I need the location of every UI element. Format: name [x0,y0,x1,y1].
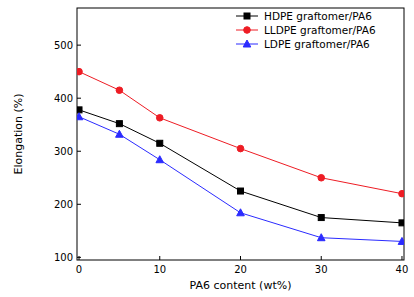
data-point [237,209,245,216]
x-tick-label: 20 [234,264,247,275]
x-axis-title: PA6 content (wt%) [190,279,292,292]
x-tick-label: 30 [315,264,328,275]
y-tick [77,151,81,152]
legend-label: LDPE graftomer/PA6 [264,38,370,50]
data-point [116,130,124,137]
data-point [156,115,163,122]
data-point [317,234,325,241]
x-tick [159,256,160,260]
data-point [156,156,164,163]
y-tick [77,45,81,46]
data-point [77,107,82,113]
data-point [157,140,163,146]
x-tick [240,256,241,260]
data-point [116,121,122,127]
series-line [79,110,402,223]
y-axis-title: Elongation (%) [12,93,25,174]
x-tick [321,256,322,260]
data-point [77,113,83,120]
legend-marker [244,13,250,19]
legend-label: HDPE graftomer/PA6 [264,10,372,22]
data-point [238,188,244,194]
data-point [116,87,123,94]
series-line [79,72,402,194]
y-tick-label: 100 [54,252,73,263]
legend-label: LLDPE graftomer/PA6 [264,24,376,36]
series-line [79,117,402,242]
data-point [77,68,82,75]
x-tick-label: 10 [153,264,166,275]
data-point [399,190,404,197]
y-tick [77,204,81,205]
data-point [398,237,404,244]
chart: 0 10 20 30 40 100 200 300 400 500 PA6 content (wt%… [0,0,414,297]
plot-data [77,68,404,244]
y-tick [77,98,81,99]
y-tick-label: 200 [54,199,73,210]
y-tick-label: 500 [54,40,73,51]
data-point [318,174,325,181]
y-tick [77,257,81,258]
plot-frame [77,8,404,260]
legend-marker [243,40,251,47]
legend: HDPE graftomer/PA6 LLDPE graftomer/PA6 LDP… [236,10,376,50]
x-tick-label: 40 [396,264,409,275]
x-tick-label: 0 [76,264,82,275]
x-tick [401,256,402,260]
data-point [318,215,324,221]
data-point [237,145,244,152]
legend-marker [244,27,251,34]
y-tick-label: 300 [54,146,73,157]
y-tick-label: 400 [54,93,73,104]
data-point [399,220,404,226]
x-tick [79,256,80,260]
